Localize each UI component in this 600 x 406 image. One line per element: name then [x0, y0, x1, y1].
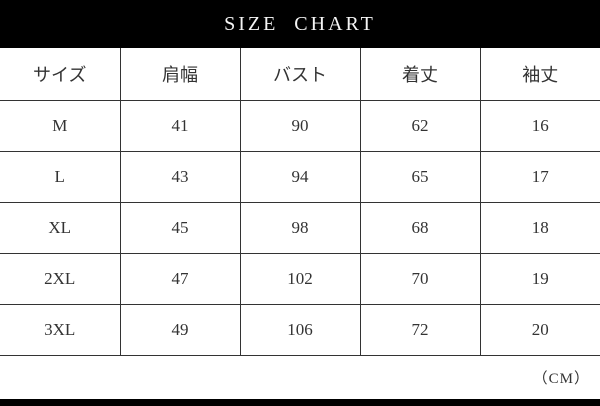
value-cell: 65	[359, 151, 480, 203]
size-cell: XL	[0, 202, 120, 254]
unit-label: （CM）	[532, 370, 590, 387]
value-cell: 45	[119, 202, 240, 254]
value-cell: 106	[239, 304, 360, 356]
table-row-xl: XL 45 98 68 18	[0, 202, 600, 254]
value-cell: 90	[239, 100, 360, 152]
value-cell: 68	[359, 202, 480, 254]
header-row: サイズ 肩幅 バスト 着丈 袖丈	[0, 48, 600, 101]
size-cell: 3XL	[0, 304, 120, 356]
table-row-3xl: 3XL 49 106 72 20	[0, 304, 600, 356]
value-cell: 17	[479, 151, 600, 203]
value-cell: 49	[119, 304, 240, 356]
value-cell: 47	[119, 253, 240, 305]
value-cell: 72	[359, 304, 480, 356]
value-cell: 43	[119, 151, 240, 203]
page-title: SIZE CHART	[224, 12, 376, 35]
column-header-size: サイズ	[0, 48, 120, 101]
value-cell: 94	[239, 151, 360, 203]
value-cell: 102	[239, 253, 360, 305]
size-cell: M	[0, 100, 120, 152]
value-cell: 70	[359, 253, 480, 305]
size-cell: 2XL	[0, 253, 120, 305]
column-header-shoulder: 肩幅	[119, 48, 240, 101]
column-header-sleeve: 袖丈	[479, 48, 600, 101]
table-row-l: L 43 94 65 17	[0, 151, 600, 203]
size-cell: L	[0, 151, 120, 203]
footer: （CM）	[0, 356, 600, 400]
value-cell: 98	[239, 202, 360, 254]
value-cell: 18	[479, 202, 600, 254]
value-cell: 19	[479, 253, 600, 305]
value-cell: 20	[479, 304, 600, 356]
value-cell: 41	[119, 100, 240, 152]
table-row-2xl: 2XL 47 102 70 19	[0, 253, 600, 305]
column-header-bust: バスト	[239, 48, 360, 101]
column-header-length: 着丈	[359, 48, 480, 101]
value-cell: 16	[479, 100, 600, 152]
title-bar: SIZE CHART	[0, 0, 600, 48]
table-row-m: M 41 90 62 16	[0, 100, 600, 152]
bottom-bar	[0, 399, 600, 406]
value-cell: 62	[359, 100, 480, 152]
size-table: サイズ 肩幅 バスト 着丈 袖丈 M 41 90 62 16 L 43 94 6…	[0, 48, 600, 356]
